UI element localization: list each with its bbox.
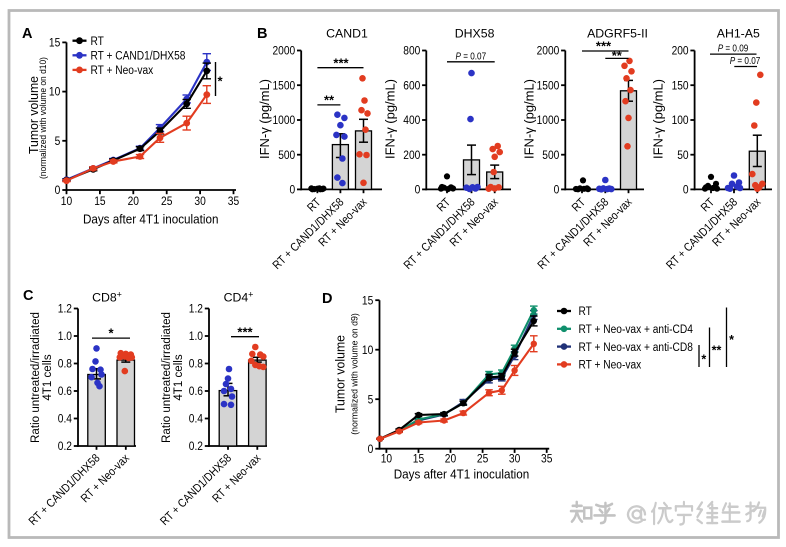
svg-text:2000: 2000 — [273, 45, 296, 58]
svg-text:RT + Neo-vax: RT + Neo-vax — [91, 65, 154, 77]
svg-text:15: 15 — [49, 37, 60, 50]
svg-text:10: 10 — [362, 344, 373, 357]
svg-text:1.0: 1.0 — [189, 330, 203, 343]
svg-text:CAND1: CAND1 — [326, 27, 368, 41]
svg-text:P = 0.09: P = 0.09 — [718, 44, 749, 55]
svg-text:Ratio untreated/irradiated: Ratio untreated/irradiated — [159, 312, 173, 443]
svg-text:30: 30 — [509, 453, 520, 466]
svg-text:0: 0 — [683, 184, 689, 197]
svg-text:**: ** — [712, 344, 722, 358]
svg-text:IFN-γ (pg/mL): IFN-γ (pg/mL) — [651, 79, 666, 159]
svg-text:600: 600 — [403, 79, 420, 92]
svg-text:**: ** — [612, 48, 623, 63]
svg-text:30: 30 — [194, 195, 205, 208]
svg-text:15: 15 — [362, 294, 373, 307]
svg-text:C: C — [23, 288, 34, 304]
svg-text:*: * — [729, 333, 734, 347]
svg-text:D: D — [322, 291, 332, 307]
svg-text:0: 0 — [368, 443, 374, 456]
svg-text:15: 15 — [94, 195, 105, 208]
svg-text:1500: 1500 — [273, 79, 296, 92]
svg-text:DHX58: DHX58 — [455, 27, 495, 41]
svg-text:5: 5 — [55, 135, 61, 148]
svg-text:(normalized with volume on d9): (normalized with volume on d9) — [349, 313, 359, 435]
svg-text:150: 150 — [672, 79, 689, 92]
svg-text:20: 20 — [128, 195, 139, 208]
svg-text:0.2: 0.2 — [58, 440, 72, 453]
svg-text:25: 25 — [161, 195, 172, 208]
svg-text:0.6: 0.6 — [58, 385, 72, 398]
svg-text:IFN-γ (pg/mL): IFN-γ (pg/mL) — [257, 79, 272, 159]
svg-text:**: ** — [324, 93, 335, 108]
svg-text:RT + Neo-vax + anti-CD8: RT + Neo-vax + anti-CD8 — [579, 342, 693, 354]
svg-text:RT + CAND1/DHX58: RT + CAND1/DHX58 — [91, 51, 186, 63]
svg-text:2000: 2000 — [537, 45, 560, 58]
svg-text:***: *** — [596, 39, 612, 54]
svg-text:20: 20 — [445, 453, 456, 466]
svg-text:0: 0 — [55, 184, 61, 197]
svg-text:50: 50 — [677, 149, 688, 162]
svg-text:0: 0 — [554, 184, 560, 197]
svg-text:AH1-A5: AH1-A5 — [717, 27, 760, 41]
svg-text:RT: RT — [91, 36, 104, 48]
svg-text:0: 0 — [415, 184, 421, 197]
svg-text:500: 500 — [278, 149, 295, 162]
svg-text:*: * — [701, 353, 706, 367]
svg-text:RT: RT — [579, 306, 592, 318]
svg-text:P = 0.07: P = 0.07 — [456, 51, 487, 62]
svg-text:*: * — [217, 74, 223, 89]
svg-text:1000: 1000 — [273, 114, 296, 127]
svg-text:10: 10 — [49, 86, 60, 99]
svg-text:100: 100 — [672, 114, 689, 127]
svg-text:B: B — [257, 26, 267, 42]
svg-text:RT + Neo-vax + anti-CD4: RT + Neo-vax + anti-CD4 — [579, 324, 694, 336]
svg-text:1.2: 1.2 — [189, 303, 203, 316]
svg-text:10: 10 — [61, 195, 72, 208]
svg-text:*: * — [108, 326, 114, 341]
svg-text:Days after 4T1 inoculation: Days after 4T1 inoculation — [394, 467, 530, 481]
svg-text:Ratio untreated/irradiated: Ratio untreated/irradiated — [28, 312, 42, 443]
svg-text:25: 25 — [477, 453, 488, 466]
svg-text:Tumor volume: Tumor volume — [333, 335, 348, 413]
svg-text:800: 800 — [403, 45, 420, 58]
svg-text:0.6: 0.6 — [189, 385, 203, 398]
svg-text:RT + Neo-vax: RT + Neo-vax — [579, 360, 642, 372]
svg-text:(normalized with volume on d10: (normalized with volume on d10) — [38, 57, 48, 179]
svg-text:5: 5 — [368, 393, 374, 406]
svg-text:500: 500 — [542, 149, 559, 162]
svg-text:ADGRF5-II: ADGRF5-II — [587, 27, 648, 41]
svg-text:10: 10 — [381, 453, 392, 466]
svg-text:1.0: 1.0 — [58, 330, 72, 343]
svg-text:0.4: 0.4 — [58, 413, 73, 426]
svg-text:A: A — [22, 26, 33, 42]
svg-text:400: 400 — [403, 114, 420, 127]
svg-text:CD4+: CD4+ — [224, 290, 254, 305]
svg-text:15: 15 — [413, 453, 424, 466]
svg-text:Days after 4T1 inoculation: Days after 4T1 inoculation — [83, 213, 219, 227]
svg-text:***: *** — [333, 55, 349, 70]
svg-text:1.2: 1.2 — [58, 303, 72, 316]
svg-text:0.8: 0.8 — [189, 358, 203, 371]
svg-text:4T1 cells: 4T1 cells — [171, 354, 185, 400]
svg-text:200: 200 — [672, 45, 689, 58]
svg-text:4T1 cells: 4T1 cells — [40, 354, 54, 400]
svg-text:0.8: 0.8 — [58, 358, 72, 371]
svg-text:Tumor volume: Tumor volume — [26, 76, 41, 154]
svg-text:P = 0.07: P = 0.07 — [730, 56, 761, 67]
svg-text:35: 35 — [541, 453, 552, 466]
svg-text:***: *** — [237, 324, 253, 339]
svg-text:CD8+: CD8+ — [92, 290, 122, 305]
svg-text:IFN-γ (pg/mL): IFN-γ (pg/mL) — [521, 79, 536, 159]
svg-text:200: 200 — [403, 149, 420, 162]
svg-text:35: 35 — [228, 195, 239, 208]
svg-text:0: 0 — [290, 184, 296, 197]
svg-text:1500: 1500 — [537, 79, 560, 92]
svg-text:IFN-γ (pg/mL): IFN-γ (pg/mL) — [382, 79, 397, 159]
svg-text:1000: 1000 — [537, 114, 560, 127]
svg-text:0.2: 0.2 — [189, 440, 203, 453]
svg-text:0.4: 0.4 — [189, 413, 204, 426]
